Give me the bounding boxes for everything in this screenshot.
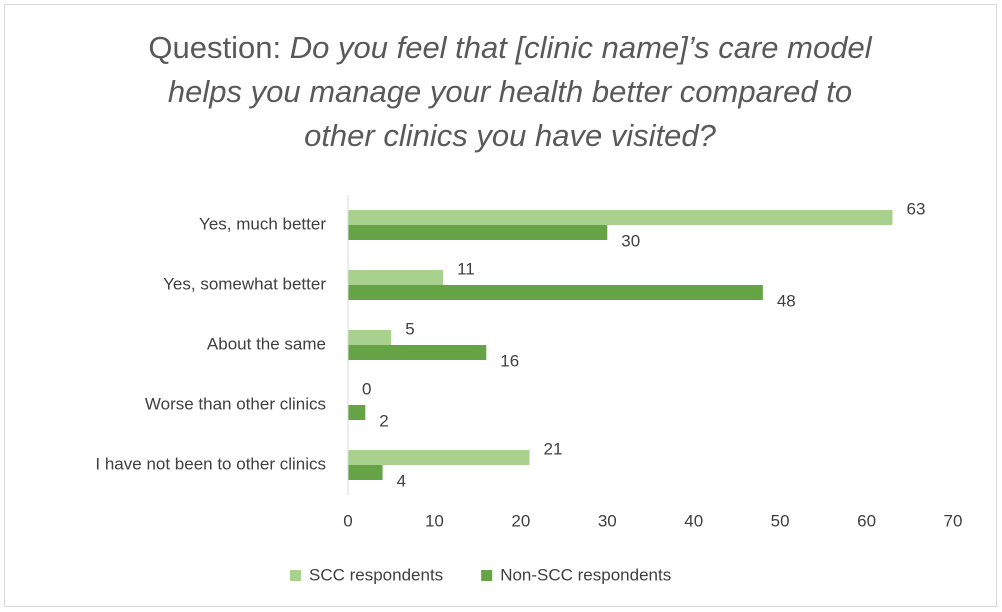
data-label: 16	[500, 351, 519, 370]
x-tick-label: 70	[944, 511, 963, 530]
chart-border	[4, 4, 997, 607]
bar	[348, 450, 530, 465]
data-label: 30	[621, 231, 640, 250]
x-tick-label: 50	[771, 511, 790, 530]
data-label: 5	[405, 319, 414, 338]
bar	[348, 285, 763, 300]
data-label: 0	[362, 379, 371, 398]
data-label: 4	[397, 471, 406, 490]
chart-title: Question: Do you feel that [clinic name]…	[145, 26, 875, 158]
title-question: Do you feel that [clinic name]’s care mo…	[167, 30, 872, 153]
legend-swatch	[290, 570, 301, 581]
x-tick-label: 60	[857, 511, 876, 530]
bar	[348, 345, 487, 360]
data-label: 2	[379, 411, 388, 430]
x-tick-label: 10	[425, 511, 444, 530]
bar	[348, 225, 608, 240]
y-tick-label: About the same	[207, 334, 326, 353]
y-tick-label: Worse than other clinics	[145, 394, 326, 413]
legend-label: SCC respondents	[309, 565, 443, 584]
x-tick-label: 40	[684, 511, 703, 530]
data-label: 11	[457, 259, 475, 278]
bar	[348, 465, 383, 480]
y-tick-label: I have not been to other clinics	[95, 454, 326, 473]
legend-label: Non-SCC respondents	[500, 565, 671, 584]
title-prefix: Question:	[148, 30, 282, 65]
bar	[348, 405, 366, 420]
legend-swatch	[481, 570, 493, 581]
data-label: 63	[907, 199, 926, 218]
x-tick-label: 30	[598, 511, 617, 530]
x-tick-label: 20	[511, 511, 530, 530]
bar	[348, 270, 444, 285]
data-label: 21	[544, 439, 563, 458]
y-tick-label: Yes, much better	[199, 214, 326, 233]
bar	[348, 330, 392, 345]
x-tick-label: 0	[343, 511, 352, 530]
y-tick-label: Yes, somewhat better	[163, 274, 326, 293]
bar	[348, 210, 893, 225]
data-label: 48	[777, 291, 796, 310]
